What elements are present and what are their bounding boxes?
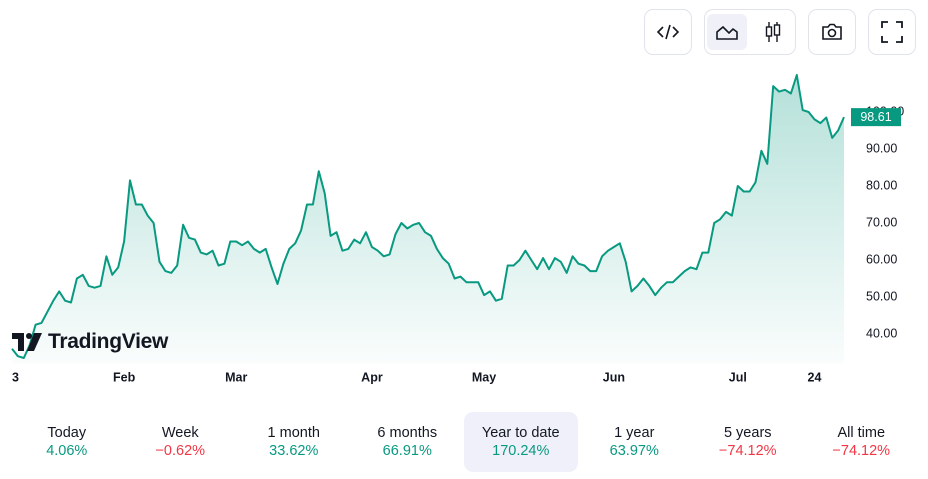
period-button[interactable]: Today 4.06% (10, 412, 124, 472)
period-button[interactable]: Year to date 170.24% (464, 412, 578, 472)
y-tick-label: 50.00 (866, 289, 897, 303)
period-change: −74.12% (832, 443, 891, 459)
fullscreen-button[interactable] (868, 9, 916, 55)
period-change: 66.91% (382, 443, 432, 459)
x-tick-label: 24 (808, 370, 822, 384)
area-style-button[interactable] (707, 14, 747, 50)
last-price-badge (851, 108, 901, 127)
candle-style-button[interactable] (753, 14, 793, 50)
period-label: Week (161, 425, 199, 441)
fullscreen-icon (881, 21, 903, 43)
watermark-text: TradingView (48, 330, 169, 353)
y-tick-label: 90.00 (866, 141, 897, 155)
period-label: Year to date (481, 425, 560, 441)
period-label: All time (837, 425, 886, 441)
period-change: −74.12% (718, 443, 777, 459)
x-tick-label: Mar (225, 370, 247, 384)
period-button[interactable]: 1 year 63.97% (578, 412, 692, 472)
screenshot-button[interactable] (808, 9, 856, 55)
x-tick-label: Feb (113, 370, 136, 384)
period-change: −0.62% (155, 443, 206, 459)
period-change: 63.97% (609, 443, 659, 459)
x-tick-label: Jun (603, 370, 625, 384)
period-label: Today (47, 425, 87, 441)
period-label: 1 year (614, 425, 655, 441)
period-bar: Today 4.06% Week −0.62% 1 month 33.62% 6 month… (10, 412, 918, 472)
period-label: 1 month (267, 425, 320, 441)
x-tick-label: Apr (361, 370, 383, 384)
period-label: 6 months (377, 425, 438, 441)
period-button[interactable]: All time −74.12% (805, 412, 919, 472)
candle-icon (765, 22, 781, 42)
area-icon (716, 25, 738, 40)
x-tick-label: May (472, 370, 496, 384)
watermark-logo (12, 333, 42, 351)
period-button[interactable]: 1 month 33.62% (237, 412, 351, 472)
area-fill (12, 75, 844, 364)
code-icon (657, 24, 679, 40)
period-change: 4.06% (46, 443, 88, 459)
period-change: 170.24% (492, 443, 550, 459)
period-button[interactable]: 6 months 66.91% (351, 412, 465, 472)
y-tick-label: 40.00 (866, 326, 897, 340)
chart-style-toggle (704, 9, 796, 55)
embed-button[interactable] (644, 9, 692, 55)
watermark: TradingView (12, 330, 168, 354)
x-tick-label: Jul (729, 370, 747, 384)
y-tick-label: 60.00 (866, 252, 897, 266)
period-button[interactable]: Week −0.62% (124, 412, 238, 472)
price-line (11, 74, 845, 359)
x-tick-label: 3 (12, 370, 19, 384)
period-change: 33.62% (269, 443, 319, 459)
y-tick-label: 70.00 (866, 215, 897, 229)
y-tick-label: 80.00 (866, 178, 897, 192)
period-button[interactable]: 5 years −74.12% (691, 412, 805, 472)
last-price-label: 98.61 (860, 110, 891, 124)
camera-icon (822, 23, 842, 40)
chart: 40.0050.0060.0070.0080.0090.00100.003Feb… (11, 74, 904, 384)
period-label: 5 years (723, 425, 772, 441)
